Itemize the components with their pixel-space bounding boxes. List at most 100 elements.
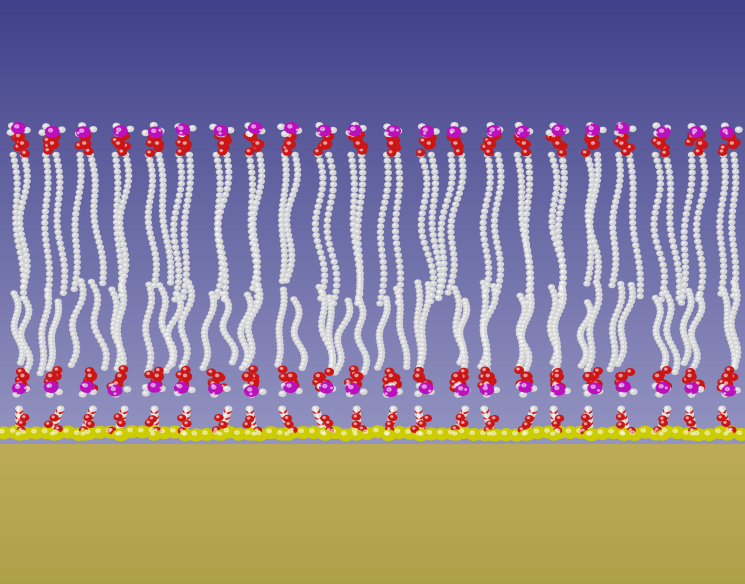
Circle shape — [151, 416, 158, 421]
Circle shape — [457, 393, 458, 395]
Circle shape — [174, 318, 175, 319]
Circle shape — [732, 265, 738, 270]
Circle shape — [651, 228, 657, 232]
Circle shape — [120, 365, 126, 370]
Circle shape — [554, 429, 557, 430]
Circle shape — [185, 204, 187, 206]
Circle shape — [186, 347, 187, 349]
Circle shape — [360, 308, 366, 313]
Circle shape — [177, 149, 185, 155]
Circle shape — [279, 213, 285, 218]
Circle shape — [116, 182, 118, 183]
Circle shape — [586, 422, 592, 427]
Circle shape — [463, 352, 464, 353]
Circle shape — [397, 288, 403, 293]
Circle shape — [656, 132, 657, 133]
Circle shape — [691, 363, 697, 368]
Bar — [0, 334, 745, 335]
Circle shape — [279, 320, 280, 321]
Circle shape — [112, 152, 118, 157]
Bar — [0, 55, 745, 57]
Circle shape — [355, 374, 358, 377]
Circle shape — [415, 408, 422, 413]
Bar — [0, 139, 745, 140]
Circle shape — [159, 325, 165, 329]
Circle shape — [723, 124, 725, 126]
Bar — [0, 105, 745, 106]
Circle shape — [286, 423, 288, 425]
Bar — [0, 169, 745, 171]
Circle shape — [317, 286, 319, 287]
Circle shape — [175, 293, 181, 297]
Circle shape — [300, 367, 302, 368]
Circle shape — [637, 288, 643, 293]
Bar — [0, 478, 745, 479]
Circle shape — [526, 359, 532, 363]
Circle shape — [587, 419, 589, 420]
Circle shape — [145, 215, 151, 220]
Circle shape — [23, 253, 29, 258]
Circle shape — [354, 418, 361, 423]
Circle shape — [481, 361, 484, 362]
Circle shape — [558, 310, 559, 311]
Circle shape — [433, 171, 435, 172]
Circle shape — [335, 340, 340, 345]
Circle shape — [682, 236, 684, 238]
Circle shape — [463, 305, 469, 310]
Circle shape — [76, 201, 77, 203]
Bar — [0, 451, 745, 453]
Circle shape — [726, 332, 732, 337]
Circle shape — [223, 414, 229, 419]
Circle shape — [484, 343, 489, 347]
Circle shape — [722, 186, 728, 190]
Circle shape — [235, 431, 239, 434]
Circle shape — [163, 305, 165, 306]
Circle shape — [22, 286, 24, 287]
Circle shape — [582, 324, 584, 325]
Circle shape — [456, 299, 462, 304]
Circle shape — [685, 339, 686, 340]
Circle shape — [725, 367, 734, 373]
Circle shape — [657, 142, 660, 144]
Bar — [0, 458, 745, 460]
Circle shape — [621, 341, 627, 346]
Circle shape — [88, 372, 96, 378]
Circle shape — [320, 181, 326, 186]
Circle shape — [685, 384, 692, 390]
Circle shape — [659, 188, 660, 190]
Circle shape — [655, 206, 656, 207]
Circle shape — [489, 124, 491, 126]
Circle shape — [296, 388, 302, 394]
Circle shape — [282, 258, 288, 263]
Circle shape — [153, 427, 155, 429]
Circle shape — [609, 368, 610, 369]
Circle shape — [589, 144, 592, 146]
Circle shape — [732, 180, 738, 185]
Circle shape — [354, 422, 361, 427]
Circle shape — [732, 364, 738, 369]
Circle shape — [217, 206, 219, 207]
Circle shape — [693, 360, 699, 364]
Circle shape — [686, 350, 688, 352]
Circle shape — [148, 159, 150, 160]
Circle shape — [249, 415, 251, 416]
Circle shape — [282, 265, 285, 266]
Circle shape — [256, 142, 259, 144]
Circle shape — [432, 282, 434, 284]
Circle shape — [652, 234, 658, 238]
Circle shape — [703, 171, 705, 172]
Bar — [0, 549, 745, 551]
Circle shape — [632, 193, 633, 194]
Circle shape — [150, 169, 152, 171]
Circle shape — [553, 382, 557, 384]
Circle shape — [58, 242, 60, 243]
Circle shape — [169, 281, 171, 283]
Circle shape — [520, 207, 522, 208]
Circle shape — [421, 240, 427, 245]
Circle shape — [530, 427, 545, 439]
Circle shape — [93, 329, 99, 334]
Circle shape — [360, 149, 363, 151]
Circle shape — [278, 324, 279, 325]
Circle shape — [484, 413, 486, 415]
Bar — [0, 297, 745, 298]
